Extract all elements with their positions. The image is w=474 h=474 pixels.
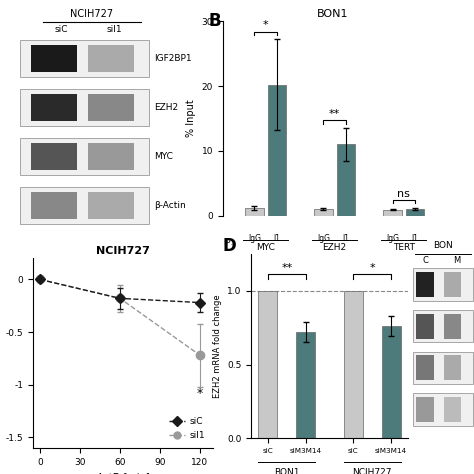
Text: **: ** (329, 109, 340, 119)
Y-axis label: % Input: % Input (186, 100, 196, 137)
Text: C: C (422, 256, 428, 265)
Text: EZH2: EZH2 (155, 103, 179, 112)
Text: BON1: BON1 (274, 468, 300, 474)
Text: NCIH727: NCIH727 (71, 9, 113, 19)
Text: M: M (453, 256, 460, 265)
Text: IP:: IP: (223, 238, 233, 247)
Text: IgG: IgG (317, 234, 330, 243)
Text: MYC: MYC (256, 243, 275, 252)
Bar (344, 291, 363, 438)
Text: IgG: IgG (248, 234, 261, 243)
Y-axis label: EZH2 mRNA fold change: EZH2 mRNA fold change (212, 294, 221, 398)
Bar (337, 145, 355, 216)
Text: ns: ns (397, 189, 410, 199)
Text: MYC: MYC (155, 152, 173, 161)
Text: siC: siC (55, 25, 68, 34)
Text: **: ** (281, 263, 292, 273)
Title: NCIH727: NCIH727 (96, 246, 150, 256)
Text: IGF2BP1: IGF2BP1 (155, 54, 192, 63)
Text: *: * (263, 20, 268, 30)
Bar (245, 208, 264, 216)
Bar (296, 332, 315, 438)
X-axis label: ActD [min]: ActD [min] (97, 472, 150, 474)
Text: NCIH727: NCIH727 (352, 468, 392, 474)
Bar (314, 209, 333, 216)
Text: *: * (369, 263, 375, 273)
Text: IgG: IgG (386, 234, 399, 243)
Text: I1: I1 (273, 234, 280, 243)
Text: TERT: TERT (393, 243, 415, 252)
Text: I1: I1 (411, 234, 419, 243)
Legend: siC, sil1: siC, sil1 (165, 414, 209, 443)
Text: I1: I1 (342, 234, 349, 243)
Bar (383, 210, 402, 216)
Text: EZH2: EZH2 (323, 243, 346, 252)
Text: *: * (197, 387, 203, 400)
Bar (267, 85, 286, 216)
Title: BON1: BON1 (317, 9, 349, 19)
Bar (406, 209, 424, 216)
Text: BON: BON (433, 241, 453, 250)
Text: D: D (223, 237, 237, 255)
Text: B: B (209, 12, 221, 30)
Text: sil1: sil1 (107, 25, 122, 34)
Text: β-Actin: β-Actin (155, 201, 186, 210)
Bar (382, 326, 401, 438)
Bar (258, 291, 277, 438)
